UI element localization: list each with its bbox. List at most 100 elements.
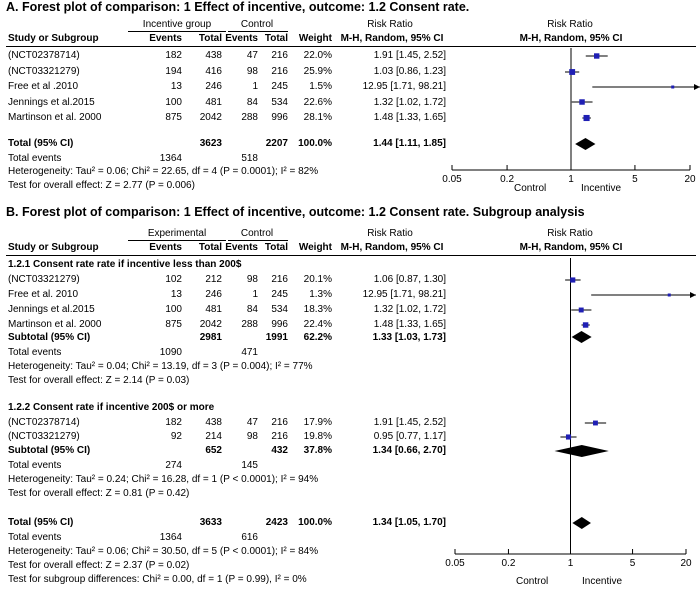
subgroup2-row-2-study: (NCT03321279)	[8, 431, 80, 442]
panel-a-row-4-w: 22.6%	[303, 96, 332, 108]
subgroup1-row-3-e2: 84	[246, 304, 258, 315]
subgroup1-row-3-study: Jennings et al.2015	[8, 304, 95, 315]
panel-b-point-6	[565, 434, 572, 440]
panel-b-weight-header: Weight	[298, 242, 332, 253]
subgroup2-total-events-e1: 274	[165, 460, 182, 471]
panel-b-total-events-label: Total events	[8, 532, 62, 543]
panel-b-group1-rule	[128, 240, 226, 241]
panel-a-row-1-e2: 47	[246, 50, 258, 61]
panel-b-method-plot-header: M-H, Random, 95% CI	[519, 242, 623, 253]
panel-b-total-t2: 2423	[265, 517, 288, 528]
panel-a-total-t2: 2207	[265, 138, 288, 149]
panel-a-row-4-study: Jennings et al.2015	[8, 96, 95, 108]
subgroup1-row-1-w: 20.1%	[303, 274, 332, 285]
subgroup1-row-4-ci: 1.48 [1.33, 1.65]	[373, 319, 446, 330]
panel-a-events2-header: Events	[225, 33, 258, 44]
subgroup1-row-1-t2: 216	[271, 274, 288, 285]
subgroup2-row-2-ci: 0.95 [0.77, 1.17]	[373, 431, 446, 442]
panel-a-events1-header: Events	[149, 33, 182, 44]
subgroup1-row-4-t2: 996	[271, 319, 288, 330]
panel-a-row-2-study: (NCT03321279)	[8, 65, 80, 77]
panel-a-row-5-ci: 1.48 [1.33, 1.65]	[373, 112, 446, 123]
subgroup2-subtotal-label: Subtotal (95% CI)	[8, 445, 91, 456]
panel-b-tick-label-1: 0.2	[501, 558, 515, 569]
panel-b-tick-label-2: 1	[568, 558, 574, 569]
panel-b-diamond-3	[572, 517, 591, 529]
panel-a-diamond-1	[575, 138, 596, 150]
subgroup2-title: 1.2.2 Consent rate if incentive 200$ or …	[8, 402, 215, 413]
panel-b-rr-header: Risk Ratio	[367, 228, 413, 239]
panel-a-total-label: Total (95% CI)	[8, 138, 74, 149]
subgroup2-subtotal-ci: 1.34 [0.66, 2.70]	[372, 445, 446, 456]
subgroup2-row-1-study: (NCT02378714)	[8, 417, 80, 428]
subgroup2-total-events-e2: 145	[241, 460, 258, 471]
panel-a-row-3-ci: 12.95 [1.71, 98.21]	[362, 81, 446, 92]
panel-b-total-events-e2: 616	[241, 532, 258, 543]
panel-a-group1-header: Incentive group	[142, 19, 212, 30]
panel-b-study-header: Study or Subgroup	[8, 242, 99, 253]
panel-a-row-1-t1: 438	[205, 50, 222, 61]
subgroup2-overall-effect: Test for overall effect: Z = 0.81 (P = 0…	[8, 488, 190, 499]
panel-a-row-1-w: 22.0%	[303, 50, 332, 61]
panel-b-ci-arrow-2	[690, 292, 696, 298]
subgroup1-row-1-t1: 212	[205, 274, 222, 285]
subgroup1-total-events-e2: 471	[241, 347, 258, 358]
panel-b-heterogeneity: Heterogeneity: Tau² = 0.06; Chi² = 30.50…	[8, 546, 319, 557]
panel-a-row-2-e1: 194	[165, 65, 182, 77]
subgroup1-row-2-ci: 12.95 [1.71, 98.21]	[362, 289, 446, 300]
subgroup1-row-4-study: Martinson et al. 2000	[8, 319, 102, 330]
subgroup1-row-3-w: 18.3%	[303, 304, 332, 315]
subgroup1-row-4-e2: 288	[241, 319, 258, 330]
panel-a-row-4-e2: 84	[246, 96, 258, 108]
panel-b-events2-header: Events	[225, 242, 258, 253]
panel-b-total-weight: 100.0%	[298, 517, 332, 528]
subgroup2-row-1-t1: 438	[205, 417, 222, 428]
panel-a-row-3-e2: 1	[252, 81, 258, 92]
panel-a-total-ci: 1.44 [1.11, 1.85]	[373, 138, 446, 149]
subgroup1-row-3-e1: 100	[165, 304, 182, 315]
panel-a-row-4-ci: 1.32 [1.02, 1.72]	[373, 96, 446, 108]
subgroup2-subtotal-t2: 432	[271, 445, 288, 456]
subgroup1-row-2-t1: 246	[205, 289, 222, 300]
panel-b-group2-rule	[228, 240, 288, 241]
panel-a-study-header: Study or Subgroup	[8, 33, 99, 44]
panel-b-left-favours: Control	[516, 576, 549, 587]
panel-a-total-events-e2: 518	[241, 153, 258, 164]
panel-a-total-events-e1: 1364	[159, 153, 182, 164]
panel-a-rr-plot-header: Risk Ratio	[547, 19, 593, 30]
subgroup2-row-2-t2: 216	[271, 431, 288, 442]
panel-b-group2-header: Control	[240, 228, 274, 239]
subgroup2-row-1-w: 17.9%	[303, 417, 332, 428]
panel-a-row-5-t2: 996	[271, 112, 288, 123]
panel-a-tick-label-3: 5	[632, 174, 638, 185]
panel-b-point-1	[570, 277, 576, 283]
panel-a-row-5-study: Martinson et al. 2000	[8, 112, 102, 123]
panel-a-method-plot-header: M-H, Random, 95% CI	[519, 33, 623, 44]
subgroup1-subtotal-label: Subtotal (95% CI)	[8, 332, 91, 343]
panel-a-left-favours: Control	[514, 183, 547, 194]
panel-a-rr-header: Risk Ratio	[367, 19, 413, 30]
panel-b-method-header: M-H, Random, 95% CI	[340, 242, 444, 253]
panel-a-row-2-ci: 1.03 [0.86, 1.23]	[373, 65, 446, 77]
panel-b-events1-header: Events	[149, 242, 182, 253]
panel-a-row-2-t1: 416	[205, 65, 222, 77]
panel-a-tick-label-0: 0.05	[442, 174, 462, 185]
panel-b-point-2	[667, 293, 671, 297]
panel-a-point-2	[569, 69, 576, 75]
panel-a-row-4-e1: 100	[165, 96, 182, 108]
panel-a-row-5-e2: 288	[241, 112, 258, 123]
subgroup2-row-1-e1: 182	[165, 417, 182, 428]
subgroup1-subtotal-weight: 62.2%	[303, 332, 332, 343]
panel-a-heterogeneity: Heterogeneity: Tau² = 0.06; Chi² = 22.65…	[8, 166, 319, 177]
panel-b-point-4	[582, 322, 589, 328]
panel-a-row-3-t1: 246	[205, 81, 222, 92]
panel-a-row-5-e1: 875	[165, 112, 182, 123]
panel-b-point-5	[593, 420, 598, 426]
panel-b-rr-plot-header: Risk Ratio	[547, 228, 593, 239]
panel-a-row-1-t2: 216	[271, 50, 288, 61]
subgroup1-subtotal-t1: 2981	[199, 332, 222, 343]
subgroup1-row-1-ci: 1.06 [0.87, 1.30]	[373, 274, 446, 285]
subgroup1-row-3-t2: 534	[271, 304, 288, 315]
panel-b-diamond-2	[554, 445, 609, 457]
